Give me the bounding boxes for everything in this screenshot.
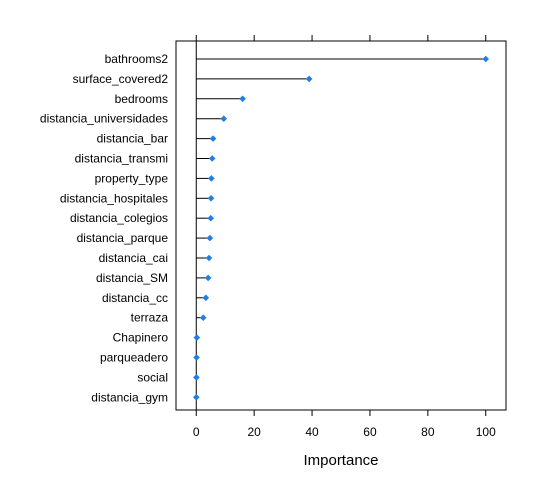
category-label: Chapinero [113,331,169,345]
x-tick-label: 40 [305,425,319,439]
category-label: distancia_SM [96,271,168,285]
category-label: terraza [131,311,169,325]
x-axis-ticks: 0 20 40 60 80 100 [193,35,496,439]
x-tick-label: 100 [476,425,496,439]
plot-panel [175,40,507,411]
data-point [208,175,215,182]
data-points [192,55,490,401]
data-point [239,95,246,103]
data-point [206,234,214,242]
x-tick-label: 60 [363,425,377,439]
data-point [202,294,210,302]
category-label: distancia_transmi [75,152,168,166]
plot-frame [175,40,507,411]
data-point [199,314,207,321]
data-point [205,254,213,262]
data-point [192,394,200,401]
category-label: social [137,370,168,384]
category-label: parqueadero [100,351,168,365]
x-axis-title: Importance [303,452,378,469]
data-point [207,195,215,202]
category-label: distancia_gym [91,390,168,404]
category-label: distancia_bar [97,132,168,146]
data-point [193,354,200,361]
x-tick-label: 20 [247,425,261,439]
category-label: surface_covered2 [73,72,169,86]
data-point [193,374,200,381]
data-point [207,214,215,222]
data-point [193,334,201,341]
category-label: distancia_parque [77,231,169,245]
category-label: distancia_cai [99,251,168,265]
category-label: distancia_colegios [70,211,168,225]
category-label: distancia_hospitales [60,191,168,205]
data-point [482,55,490,63]
data-point [220,115,228,122]
category-label: bedrooms [115,92,168,106]
x-tick-label: 80 [421,425,435,439]
data-point [204,274,212,282]
category-label: distancia_cc [102,291,168,305]
data-point [209,135,217,142]
category-label: distancia_universidades [40,112,168,126]
category-labels: bathrooms2 surface_covered2 bedrooms distan… [40,52,168,404]
data-point [208,155,216,162]
category-label: property_type [95,171,169,185]
data-point [305,75,313,83]
x-tick-label: 0 [193,425,200,439]
category-label: bathrooms2 [105,52,169,66]
stem-lines [196,58,486,378]
